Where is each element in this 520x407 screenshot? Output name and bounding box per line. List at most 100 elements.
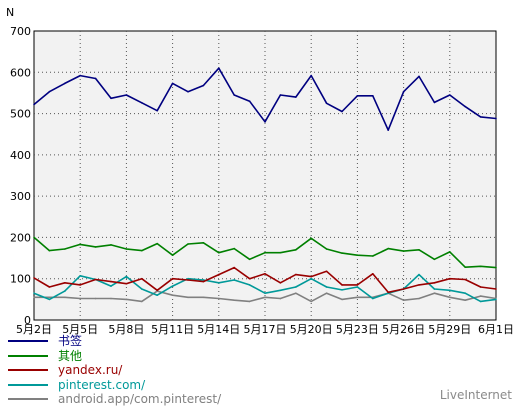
data-point (495, 117, 497, 120)
data-point (125, 275, 128, 278)
data-point (233, 94, 235, 96)
data-point (449, 289, 451, 292)
data-point (48, 298, 51, 301)
x-tick-label: 5月23日 (336, 323, 379, 335)
x-tick-label: 5月29日 (428, 323, 471, 335)
data-point (372, 255, 374, 257)
legend-item: yandex.ru/ (8, 363, 221, 378)
legend-label: yandex.ru/ (58, 363, 123, 378)
data-point (295, 96, 297, 98)
data-point (279, 251, 282, 254)
data-point (279, 94, 282, 96)
data-point (110, 280, 112, 283)
data-point (387, 247, 390, 250)
data-point (433, 258, 436, 261)
data-point (94, 77, 97, 80)
data-point (248, 100, 251, 102)
legend: 书签 其他 yandex.ru/ pinterest.com/ android.… (8, 334, 221, 407)
data-point (356, 95, 359, 97)
data-point (33, 292, 35, 294)
data-point (202, 280, 205, 283)
data-point (418, 297, 420, 300)
data-point (279, 289, 282, 292)
data-point (110, 97, 112, 100)
data-point (94, 278, 97, 281)
data-point (110, 244, 112, 246)
data-point (248, 277, 251, 280)
data-point (156, 242, 158, 245)
legend-label: pinterest.com/ (58, 377, 146, 392)
data-point (341, 252, 343, 254)
y-tick-label: 700 (10, 25, 31, 38)
data-point (218, 67, 220, 69)
data-point (79, 275, 81, 277)
data-point (449, 296, 451, 299)
y-axis: 0 100 200 300 400 500 600 700 (10, 25, 31, 327)
data-point (248, 300, 251, 303)
data-point (264, 251, 266, 254)
x-tick-label: 5月14日 (197, 323, 240, 335)
data-point (325, 292, 328, 294)
data-point (495, 298, 497, 301)
data-point (402, 299, 405, 301)
data-point (341, 289, 343, 291)
legend-label: 书签 (58, 334, 83, 349)
data-point (418, 273, 420, 276)
data-point (48, 90, 51, 93)
legend-item: 书签 (8, 334, 221, 349)
data-point (125, 248, 128, 250)
legend-item: android.app/com.pinterest/ (8, 392, 221, 407)
data-point (464, 105, 467, 108)
data-point (64, 296, 66, 299)
data-point (356, 286, 359, 288)
data-point (218, 273, 220, 276)
data-point (479, 300, 482, 303)
y-tick-label: 0 (24, 314, 31, 327)
data-point (325, 286, 328, 288)
data-point (279, 282, 282, 284)
x-tick-label: 5月17日 (244, 323, 287, 335)
x-tick-label: 6月1日 (478, 323, 514, 335)
data-point (187, 243, 189, 245)
y-axis-label: N (6, 6, 14, 19)
data-point (479, 295, 482, 297)
data-point (171, 294, 174, 297)
x-tick-label: 5月8日 (108, 323, 144, 335)
data-point (33, 103, 35, 106)
data-point (48, 249, 51, 252)
data-point (279, 297, 282, 300)
legend-swatch (8, 369, 48, 372)
legend-label: android.app/com.pinterest/ (58, 392, 222, 407)
watermark-text: LiveInternet (439, 388, 512, 402)
data-point (156, 289, 158, 292)
data-point (325, 270, 328, 273)
data-point (248, 258, 251, 261)
data-point (418, 249, 420, 251)
legend-swatch (8, 354, 48, 357)
data-point (325, 248, 328, 250)
data-point (264, 121, 266, 123)
data-point (387, 291, 390, 294)
data-point (79, 243, 81, 246)
data-point (433, 101, 436, 104)
data-point (141, 249, 143, 252)
data-point (310, 74, 313, 77)
line-chart: 0 100 200 300 400 500 600 700 5月2日 5月5日 5月8日 5月11日… (6, 6, 514, 335)
data-point (449, 277, 451, 280)
data-point (295, 249, 297, 251)
data-point (141, 277, 143, 280)
data-point (64, 248, 66, 250)
legend-item: pinterest.com/ (8, 378, 221, 393)
data-point (449, 94, 451, 96)
data-point (79, 74, 81, 77)
data-point (402, 288, 405, 290)
data-point (79, 284, 81, 286)
data-point (141, 300, 143, 303)
y-tick-label: 500 (10, 108, 31, 121)
data-point (464, 266, 467, 268)
data-point (310, 237, 313, 240)
data-point (495, 266, 497, 269)
data-point (341, 110, 343, 113)
legend-item: 其他 (8, 349, 221, 364)
data-point (94, 297, 97, 300)
